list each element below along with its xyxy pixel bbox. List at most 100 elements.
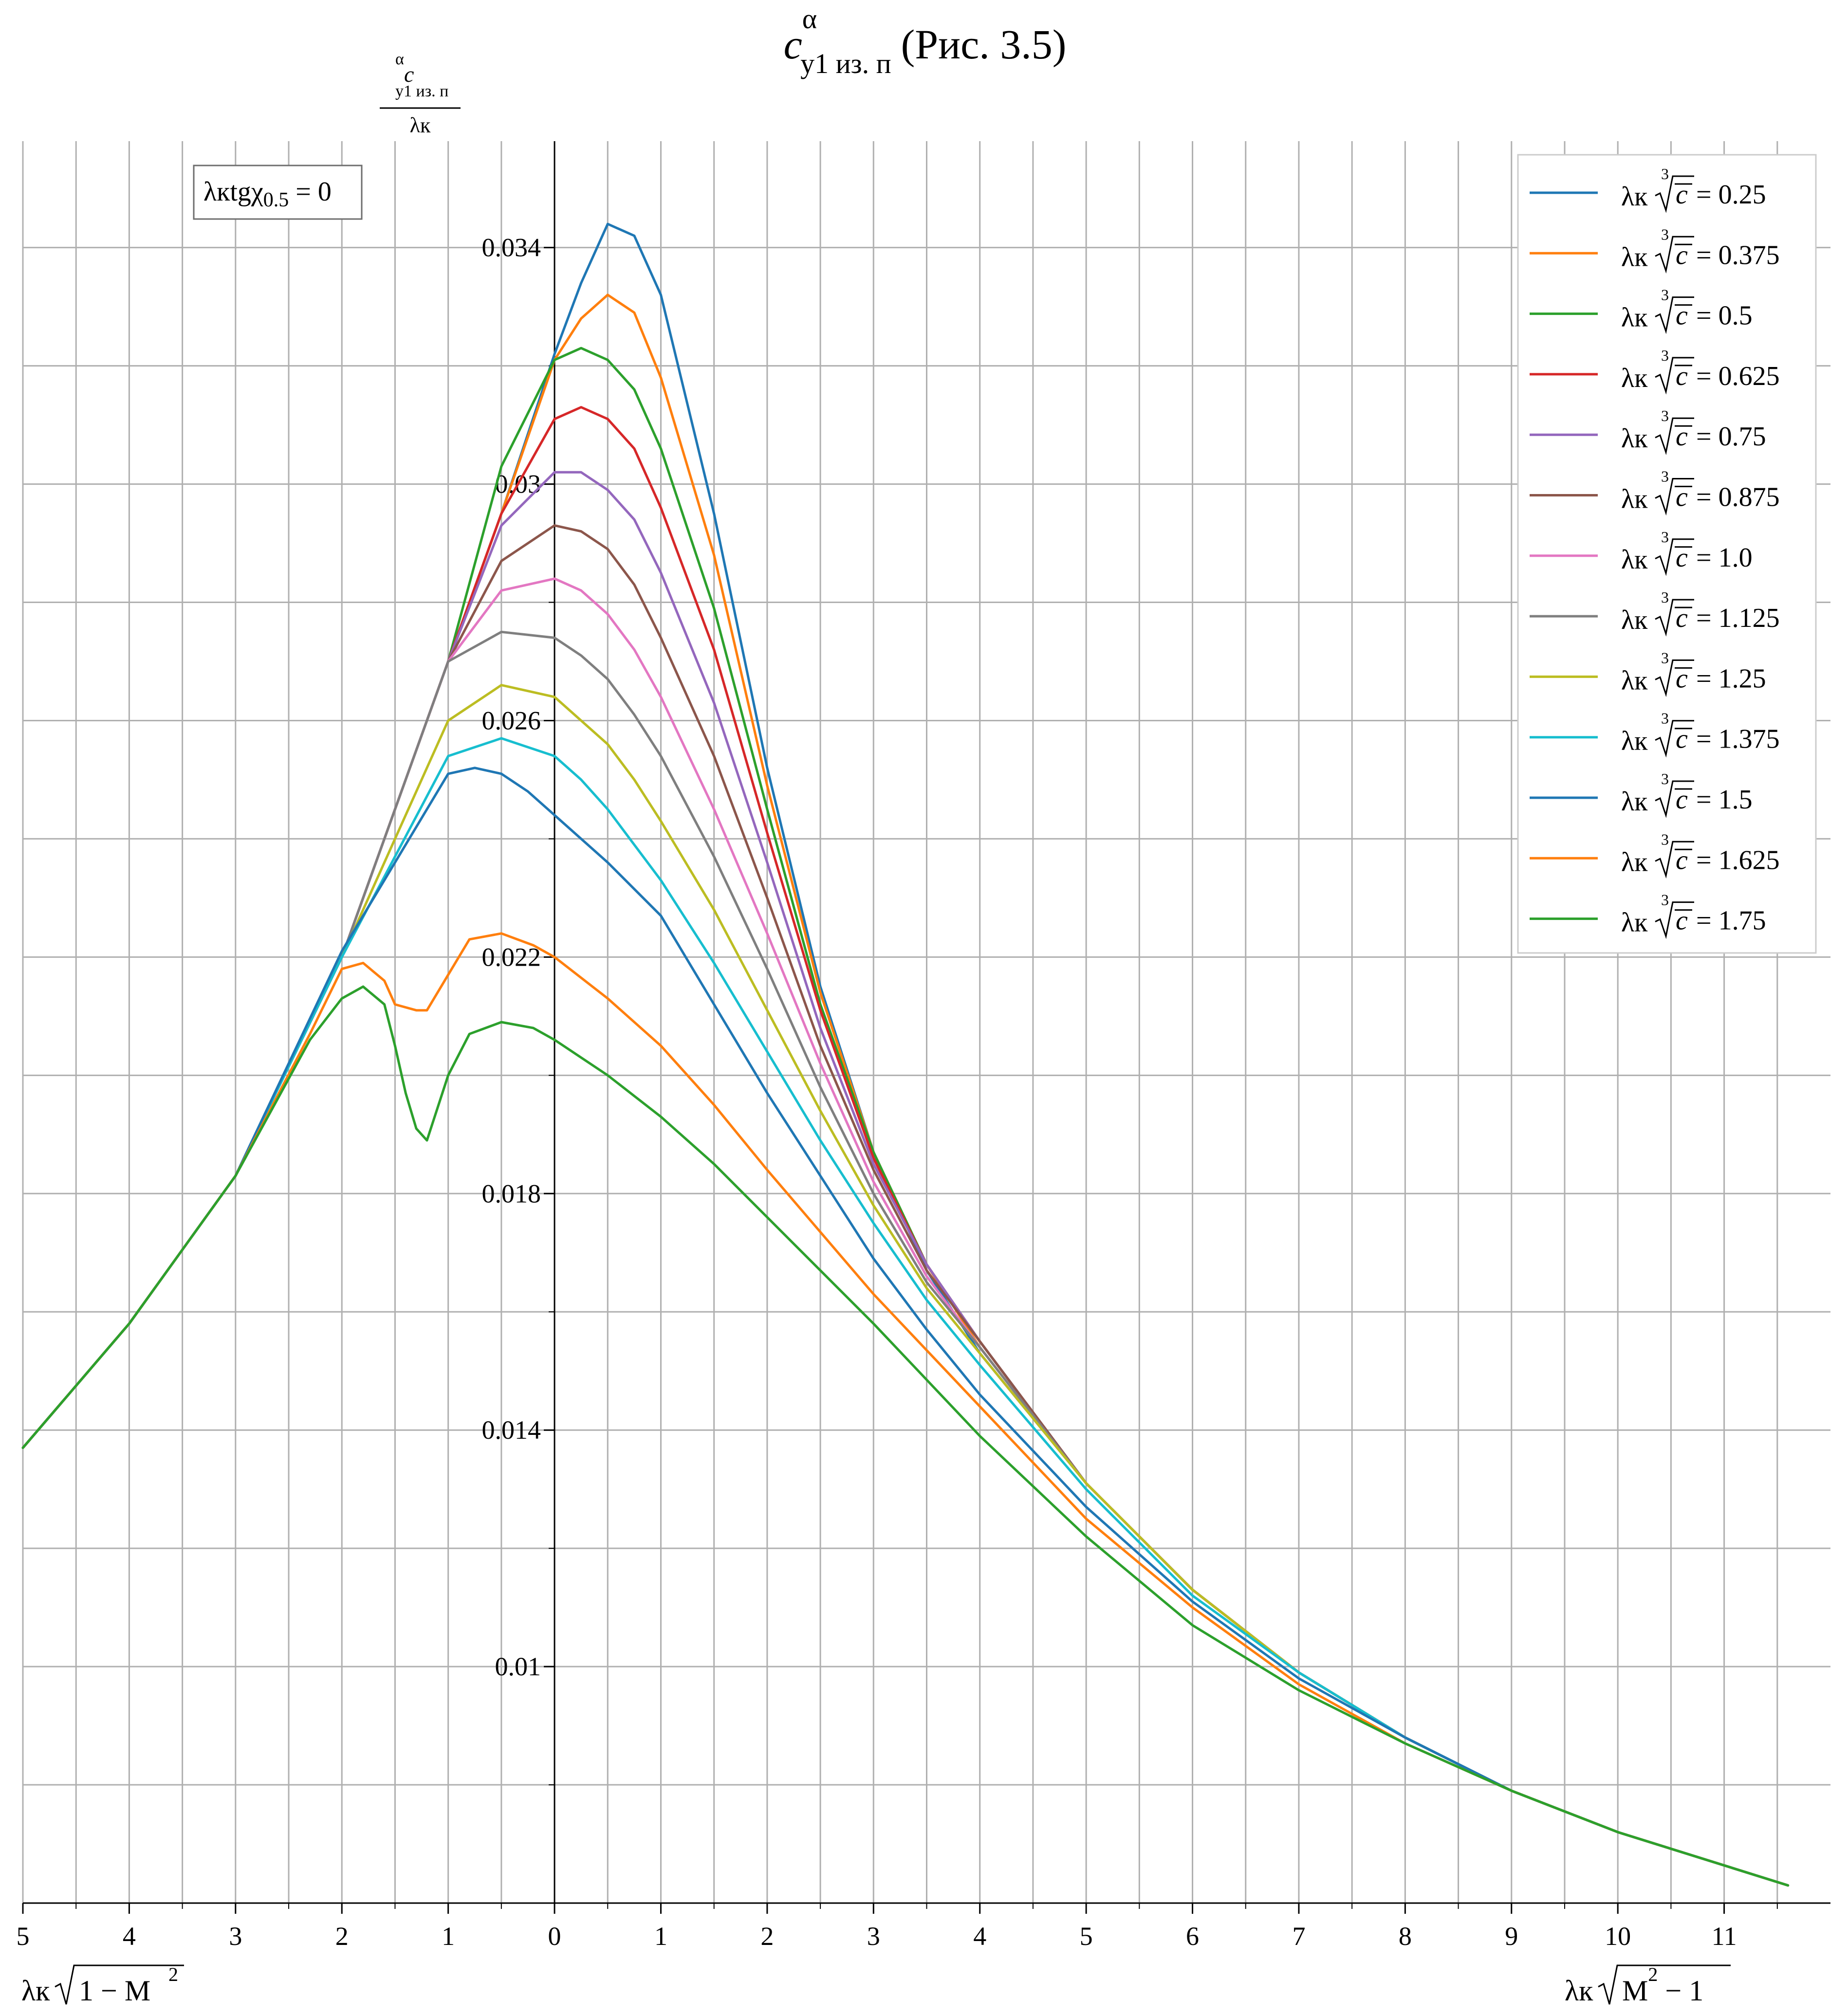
legend-root-index: 3 <box>1661 830 1669 848</box>
x-tick-label: 7 <box>1292 1922 1305 1951</box>
legend-entry: λк 3c = 0.25 <box>1530 165 1766 213</box>
legend-radical-sign <box>1655 901 1694 939</box>
legend-frame <box>1517 154 1817 954</box>
y-tick-label: 0.014 <box>482 1415 541 1445</box>
x-ticks: 5 4 3 2 1 0 1 2 3 4 5 6 7 8 9 10 11 <box>17 1903 1778 1951</box>
x-label-right-main: λк <box>1565 1975 1593 2007</box>
x-tick-label: 3 <box>867 1922 880 1951</box>
legend-entry: λк 3c = 1.0 <box>1530 528 1753 576</box>
legend-lambda: λк <box>1621 726 1648 756</box>
legend-entry: λк 3c = 0.5 <box>1530 286 1753 334</box>
legend-lambda: λк <box>1621 423 1648 454</box>
legend-root-index: 3 <box>1661 347 1669 364</box>
y-label-numerator-alpha: α <box>395 50 404 68</box>
x-tick-label: 5 <box>1080 1922 1093 1951</box>
legend-value: = 1.125 <box>1696 603 1780 633</box>
legend-radicand: c <box>1676 663 1688 694</box>
legend-entry: λк 3c = 1.625 <box>1530 830 1780 879</box>
legend-lambda: λк <box>1621 484 1648 514</box>
legend-radical-sign <box>1655 478 1694 516</box>
legend-lambda: λк <box>1621 182 1648 212</box>
legend-root-index: 3 <box>1661 649 1669 666</box>
x-tick-label: 8 <box>1399 1922 1412 1951</box>
legend-radicand: c <box>1676 906 1688 936</box>
legend-value: = 1.375 <box>1696 724 1780 754</box>
legend-radical-sign <box>1655 780 1694 818</box>
legend-lambda: λк <box>1621 545 1648 575</box>
legend-entry: λк 3c = 1.75 <box>1530 891 1766 939</box>
legend-value: = 1.25 <box>1696 663 1766 694</box>
legend-root-index: 3 <box>1661 407 1669 424</box>
y-label-numerator-sub: y1 из. п <box>395 82 448 100</box>
x-axis-label-left: λк 1 − M 2 <box>21 1963 184 2007</box>
legend-radical-sign <box>1655 599 1694 637</box>
chart-title: cα y1 из. п (Рис. 3.5) <box>784 3 1067 79</box>
legend-entry: λк 3c = 0.375 <box>1530 225 1780 274</box>
x-tick-label: 2 <box>335 1922 349 1951</box>
legend-entry: λк 3c = 1.25 <box>1530 649 1766 697</box>
legend-radicand: c <box>1676 422 1688 452</box>
annotation-text: λкtgχ0.5 = 0 <box>203 177 332 211</box>
y-tick-label: 0.034 <box>482 233 541 262</box>
legend-radicand: c <box>1676 603 1688 633</box>
x-label-left-radical-sign <box>55 1964 184 2005</box>
legend-value: = 0.625 <box>1696 361 1780 391</box>
x-tick-label: 9 <box>1505 1922 1518 1951</box>
legend-value: = 0.375 <box>1696 240 1780 270</box>
legend-radical-sign <box>1655 357 1694 395</box>
legend-root-index: 3 <box>1661 588 1669 606</box>
x-tick-label: 6 <box>1186 1922 1199 1951</box>
x-label-left-main: λк <box>21 1975 50 2007</box>
y-axis-label: c α y1 из. п λк <box>380 50 461 137</box>
legend-radicand: c <box>1676 845 1688 875</box>
legend-radical-sign <box>1655 659 1694 697</box>
annotation-box: λкtgχ0.5 = 0 <box>193 165 363 220</box>
legend-root-index: 3 <box>1661 891 1669 909</box>
legend-value: = 0.25 <box>1696 180 1766 210</box>
x-tick-label: 2 <box>760 1922 774 1951</box>
y-tick-label: 0.022 <box>482 942 541 971</box>
series-line-1.5 <box>21 767 1790 1887</box>
legend-radicand: c <box>1676 724 1688 754</box>
series-line-1.625 <box>21 932 1790 1887</box>
x-tick-label: 3 <box>229 1922 242 1951</box>
x-axis-label-right: λк M2 − 1 <box>1565 1963 1731 2007</box>
legend-lambda: λк <box>1621 787 1648 817</box>
legend-entry: λк 3c = 0.625 <box>1530 347 1780 395</box>
legend-radicand: c <box>1676 180 1688 210</box>
legend-lambda: λк <box>1621 242 1648 272</box>
legend-lambda: λк <box>1621 605 1648 635</box>
y-tick-label: 0.01 <box>495 1652 541 1681</box>
legend-value: = 0.75 <box>1696 422 1766 452</box>
legend-root-index: 3 <box>1661 770 1669 788</box>
legend-radical-sign <box>1655 296 1694 334</box>
legend-lambda: λк <box>1621 303 1648 333</box>
series-line-1.75 <box>21 985 1790 1887</box>
legend-root-index: 3 <box>1661 528 1669 546</box>
y-tick-label: 0.026 <box>482 706 541 735</box>
x-label-right-text: M2 − 1 <box>1622 1963 1703 2007</box>
x-tick-label: 4 <box>973 1922 986 1951</box>
legend-root-index: 3 <box>1661 225 1669 243</box>
x-tick-label: 1 <box>442 1922 455 1951</box>
legend-radicand: c <box>1676 361 1688 391</box>
legend-lambda: λк <box>1621 908 1648 938</box>
annotation-frame <box>193 165 363 220</box>
legend-radical-sign <box>1655 417 1694 455</box>
legend-entry: λк 3c = 0.875 <box>1530 468 1780 516</box>
legend-value: = 0.875 <box>1696 482 1780 513</box>
x-tick-label: 10 <box>1605 1922 1631 1951</box>
legend-entry: λк 3c = 1.375 <box>1530 710 1780 758</box>
legend-value: = 1.625 <box>1696 845 1780 875</box>
x-tick-label: 1 <box>654 1922 667 1951</box>
legend-radicand: c <box>1676 543 1688 573</box>
series-line-1.375 <box>21 737 1790 1887</box>
legend-radicand: c <box>1676 240 1688 270</box>
legend-value: = 1.5 <box>1696 785 1753 815</box>
legend-radical-sign <box>1655 175 1694 213</box>
y-label-denominator: λк <box>410 113 431 137</box>
x-tick-label: 5 <box>17 1922 30 1951</box>
legend-radical-sign <box>1655 720 1694 758</box>
legend-entry: λк 3c = 1.5 <box>1530 770 1753 818</box>
